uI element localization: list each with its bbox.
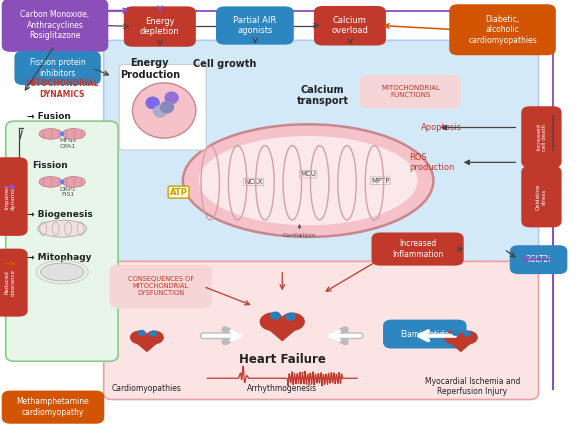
- Text: Elamipretide: Elamipretide: [400, 329, 449, 339]
- Text: Increased
Inflammation: Increased Inflammation: [392, 239, 443, 259]
- Text: Cell growth: Cell growth: [193, 59, 256, 69]
- Circle shape: [285, 312, 296, 321]
- FancyBboxPatch shape: [372, 232, 464, 266]
- Text: ROS
production: ROS production: [409, 153, 454, 172]
- Text: CONSEQUENCES OF
MITOCHONDRIAL
DYSFUNCTION: CONSEQUENCES OF MITOCHONDRIAL DYSFUNCTIO…: [128, 276, 194, 297]
- Text: → Biogenesis: → Biogenesis: [27, 210, 93, 219]
- Text: Myocardial Ischemia and
Reperfusion Injury: Myocardial Ischemia and Reperfusion Inju…: [425, 377, 520, 397]
- Text: Fission protein
inhibitors: Fission protein inhibitors: [30, 58, 85, 78]
- Circle shape: [459, 331, 478, 344]
- Ellipse shape: [199, 136, 418, 225]
- Ellipse shape: [62, 129, 85, 139]
- FancyBboxPatch shape: [124, 6, 196, 47]
- Circle shape: [145, 331, 164, 344]
- Polygon shape: [130, 337, 164, 352]
- Circle shape: [452, 330, 460, 336]
- Text: Diabetic,
alcoholic
cardiomyopathies: Diabetic, alcoholic cardiomyopathies: [468, 15, 537, 45]
- Ellipse shape: [60, 180, 65, 184]
- FancyBboxPatch shape: [104, 40, 539, 276]
- Text: Arrhythmogenesis: Arrhythmogenesis: [247, 384, 317, 394]
- Text: Carbon Monoxide,
Anthracyclines
Rosiglitazone: Carbon Monoxide, Anthracyclines Rosiglit…: [20, 10, 90, 40]
- Text: Oxidative
stress: Oxidative stress: [536, 184, 547, 210]
- Ellipse shape: [165, 91, 179, 104]
- Text: → Mitophagy: → Mitophagy: [27, 252, 92, 262]
- Text: Reduced
clearance: Reduced clearance: [5, 269, 16, 296]
- Ellipse shape: [183, 125, 434, 237]
- Text: Calcium
overload: Calcium overload: [331, 16, 369, 35]
- FancyBboxPatch shape: [510, 245, 567, 274]
- Circle shape: [270, 312, 281, 320]
- Ellipse shape: [62, 177, 85, 187]
- Text: Methamphetamine
cardiomyopathy: Methamphetamine cardiomyopathy: [17, 397, 89, 417]
- FancyBboxPatch shape: [360, 75, 461, 108]
- FancyBboxPatch shape: [109, 265, 212, 308]
- Circle shape: [463, 331, 471, 337]
- Text: Cardiomyopathies: Cardiomyopathies: [112, 384, 182, 394]
- Text: Partial AIR
agonists: Partial AIR agonists: [233, 16, 276, 35]
- Circle shape: [280, 312, 305, 331]
- FancyBboxPatch shape: [104, 261, 539, 400]
- Ellipse shape: [40, 263, 84, 281]
- Ellipse shape: [132, 83, 196, 138]
- Circle shape: [138, 330, 146, 336]
- Ellipse shape: [146, 96, 160, 109]
- Text: MFNs
OPA1: MFNs OPA1: [59, 138, 77, 149]
- Text: MCU: MCU: [300, 171, 316, 177]
- Text: Cardiolipin: Cardiolipin: [283, 233, 316, 238]
- FancyBboxPatch shape: [0, 157, 28, 236]
- Circle shape: [149, 331, 157, 337]
- FancyBboxPatch shape: [216, 6, 294, 45]
- Text: Increased
cell death: Increased cell death: [536, 124, 547, 150]
- Text: NCLX: NCLX: [244, 179, 263, 185]
- FancyBboxPatch shape: [314, 6, 386, 45]
- Text: SGLT2i: SGLT2i: [526, 255, 551, 264]
- Text: ATP: ATP: [169, 187, 188, 197]
- FancyBboxPatch shape: [449, 4, 556, 55]
- Text: Apoptosis: Apoptosis: [420, 123, 461, 132]
- FancyBboxPatch shape: [2, 391, 104, 424]
- FancyBboxPatch shape: [383, 320, 467, 348]
- Ellipse shape: [39, 177, 62, 187]
- Text: Energy
Production: Energy Production: [120, 58, 180, 79]
- FancyBboxPatch shape: [521, 106, 562, 168]
- Ellipse shape: [60, 132, 65, 136]
- Polygon shape: [259, 322, 305, 341]
- Circle shape: [130, 331, 149, 344]
- Ellipse shape: [39, 129, 62, 139]
- FancyBboxPatch shape: [0, 249, 28, 317]
- FancyBboxPatch shape: [119, 65, 206, 150]
- Ellipse shape: [160, 101, 174, 113]
- Text: Heart Failure: Heart Failure: [239, 353, 325, 366]
- Text: MPTP: MPTP: [371, 178, 389, 184]
- Ellipse shape: [37, 220, 86, 237]
- FancyBboxPatch shape: [14, 51, 101, 85]
- FancyBboxPatch shape: [521, 166, 562, 227]
- Text: Impaired
dynamics: Impaired dynamics: [5, 183, 16, 210]
- Text: MITOCHONDRIAL
FUNCTIONS: MITOCHONDRIAL FUNCTIONS: [381, 85, 440, 98]
- Text: DRP1
FIS1: DRP1 FIS1: [60, 187, 76, 198]
- Text: Energy
depletion: Energy depletion: [140, 17, 180, 36]
- FancyBboxPatch shape: [6, 121, 118, 361]
- Circle shape: [260, 312, 285, 331]
- Circle shape: [444, 331, 463, 344]
- FancyBboxPatch shape: [2, 0, 108, 52]
- Text: MITOCHONDRIAL
DYNAMICS: MITOCHONDRIAL DYNAMICS: [25, 79, 99, 99]
- Text: Fission: Fission: [32, 161, 67, 170]
- Ellipse shape: [153, 105, 167, 118]
- Text: → Fusion: → Fusion: [27, 112, 71, 122]
- Polygon shape: [444, 337, 478, 352]
- Text: Calcium
transport: Calcium transport: [297, 85, 348, 106]
